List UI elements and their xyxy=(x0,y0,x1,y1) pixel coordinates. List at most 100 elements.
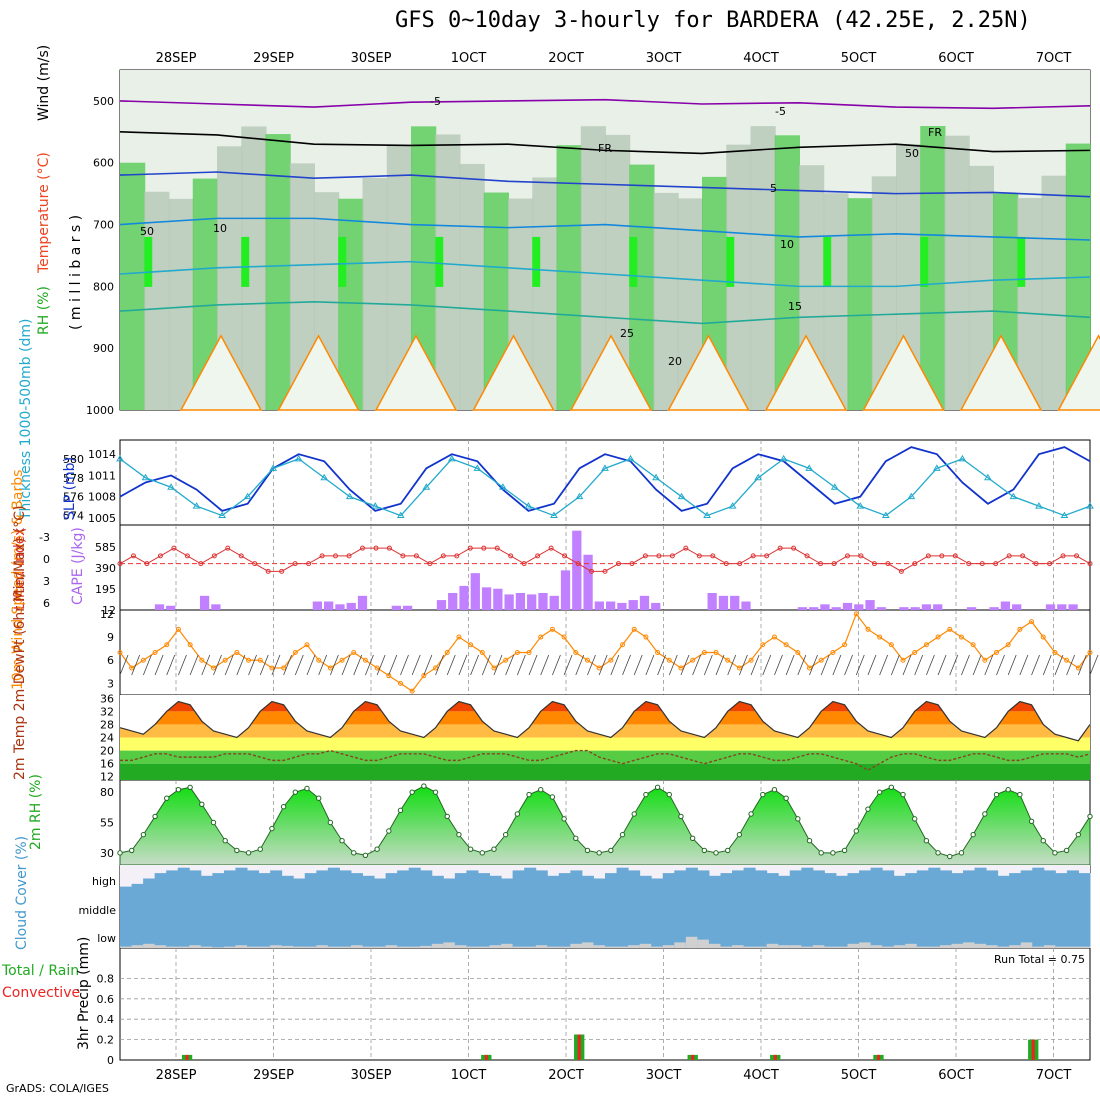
li-point xyxy=(696,553,702,559)
wind-barb xyxy=(1066,654,1075,676)
cloud-low-fill xyxy=(177,920,190,948)
cloud-high-bar xyxy=(997,875,1010,892)
cape-bar xyxy=(538,593,548,610)
wind-barb xyxy=(715,654,725,676)
panel-frame-thick xyxy=(119,439,1091,526)
li-point xyxy=(211,553,217,559)
cloud-low-bar xyxy=(270,945,283,948)
wind-speed-point xyxy=(865,626,871,632)
wind-speed-point xyxy=(596,665,602,671)
rh-shade-high xyxy=(1017,236,1026,287)
cloud-middle-bar xyxy=(1009,892,1022,920)
thickness-point xyxy=(652,473,660,481)
wind-barb xyxy=(879,654,889,676)
wind-barb xyxy=(1054,654,1064,676)
precip-convective-bar xyxy=(484,1054,488,1060)
cloud-low-bar xyxy=(120,946,133,948)
date-label-bottom: 1OCT xyxy=(451,1068,487,1083)
rh-point xyxy=(678,813,684,820)
temp-band xyxy=(120,737,1090,751)
rh-shade xyxy=(362,178,388,410)
cloud-middle-bar xyxy=(732,892,745,920)
cloud-middle-bar xyxy=(835,892,848,920)
cloud-middle-bar xyxy=(766,892,779,920)
cloud-low-fill xyxy=(616,920,629,948)
rh-point xyxy=(783,795,789,801)
cloud-high-bar xyxy=(1078,873,1091,892)
y-tick-li: 6 xyxy=(43,597,50,610)
cape-bar xyxy=(459,585,469,610)
cloud-high-bar xyxy=(397,870,410,892)
wind-barb xyxy=(493,654,503,676)
rh-point xyxy=(725,847,731,854)
wind-barb xyxy=(809,654,818,676)
wind-speed-point xyxy=(444,650,450,655)
cloud-high-bar xyxy=(628,870,641,892)
cloud-high-bar xyxy=(166,870,179,892)
cloud-high-bar xyxy=(339,870,352,892)
wind-speed-point xyxy=(725,657,731,663)
cloud-low-bar xyxy=(639,943,652,948)
y-tick-slp: 1008 xyxy=(88,491,116,504)
rh-point xyxy=(152,813,158,820)
cloud-high-bar xyxy=(489,875,502,892)
li-point xyxy=(171,545,177,551)
date-label-top: 7OCT xyxy=(1036,51,1072,66)
wind-speed-point xyxy=(526,650,532,655)
cloud-low-bar xyxy=(558,946,571,948)
cloud-middle-bar xyxy=(293,892,306,920)
cloud-high-bar xyxy=(443,878,456,892)
wind-speed-point xyxy=(701,650,707,655)
cloud-low-bar xyxy=(732,945,745,948)
chart-title: GFS 0~10day 3-hourly for BARDERA (42.25E… xyxy=(395,8,1031,33)
wind-barb xyxy=(739,654,748,676)
surface-temp-dome xyxy=(374,334,458,411)
y-tick-temp: 24 xyxy=(100,732,114,745)
cloud-high-bar xyxy=(986,870,999,892)
cloud-high-bar xyxy=(939,870,952,892)
axis-label-cape: CAPE (J/kg) xyxy=(70,527,86,605)
y-tick-slp: 1011 xyxy=(88,469,116,482)
cloud-low-bar xyxy=(431,943,444,948)
rh-point xyxy=(549,794,556,800)
wind-barb xyxy=(435,654,444,676)
wind-speed-point xyxy=(620,642,626,648)
cloud-low-fill xyxy=(870,920,883,948)
y-tick-li: -3 xyxy=(39,531,50,544)
wind-speed-point xyxy=(397,680,403,686)
cloud-low-bar xyxy=(628,945,641,948)
thickness-point xyxy=(1086,502,1094,509)
cloud-middle-bar xyxy=(374,892,387,920)
cloud-high-bar xyxy=(708,875,721,892)
wind-speed-point xyxy=(584,657,590,663)
rh-shade xyxy=(1041,175,1067,410)
contour-label: 25 xyxy=(620,327,634,340)
precip-convective-bar xyxy=(185,1054,189,1060)
cloud-middle-bar xyxy=(477,892,491,920)
thickness-point xyxy=(626,454,635,462)
thickness-point xyxy=(728,502,737,509)
cloud-high-bar xyxy=(870,867,883,892)
rh-point xyxy=(117,850,123,856)
li-point xyxy=(252,561,258,567)
temp-line xyxy=(119,700,1091,742)
y-tick-thickness: 580 xyxy=(63,453,84,466)
li-point xyxy=(1087,561,1093,567)
thickness-point xyxy=(320,473,329,481)
rh-point xyxy=(958,850,965,856)
thickness-point xyxy=(550,511,558,519)
cloud-low-fill xyxy=(743,920,756,948)
cape-bar xyxy=(560,570,571,610)
cloud-low-fill xyxy=(905,920,918,948)
precip-convective-bar xyxy=(577,1034,581,1060)
wind-speed-point xyxy=(316,657,322,663)
cloud-low-fill xyxy=(547,920,560,948)
rh-point xyxy=(795,816,801,822)
cape-bar xyxy=(211,604,221,610)
cloud-middle-bar xyxy=(350,892,363,920)
cloud-low-bar xyxy=(247,946,260,948)
cloud-low-fill xyxy=(916,920,929,948)
isotherm-5 xyxy=(119,171,1091,198)
rh-point xyxy=(386,828,392,834)
li-point xyxy=(454,553,460,559)
